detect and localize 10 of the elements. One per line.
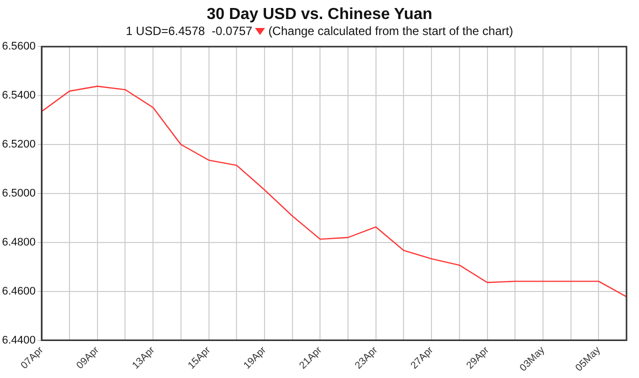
chart-title: 30 Day USD vs. Chinese Yuan xyxy=(206,5,434,24)
chart-subtitle: 1 USD=6.4578 -0.0757 xyxy=(126,24,252,38)
y-tick-label: 6.4800 xyxy=(2,236,36,248)
y-tick-label: 6.4600 xyxy=(2,285,36,298)
y-tick-label: 6.5000 xyxy=(2,187,36,200)
y-tick-label: 6.5600 xyxy=(2,40,36,53)
text: (Change calculated from the start of the chart) xyxy=(268,24,514,38)
y-tick-label: 6.5400 xyxy=(2,90,36,102)
y-tick-label: 6.5200 xyxy=(2,138,36,151)
y-tick-label: 6.4400 xyxy=(2,334,36,346)
